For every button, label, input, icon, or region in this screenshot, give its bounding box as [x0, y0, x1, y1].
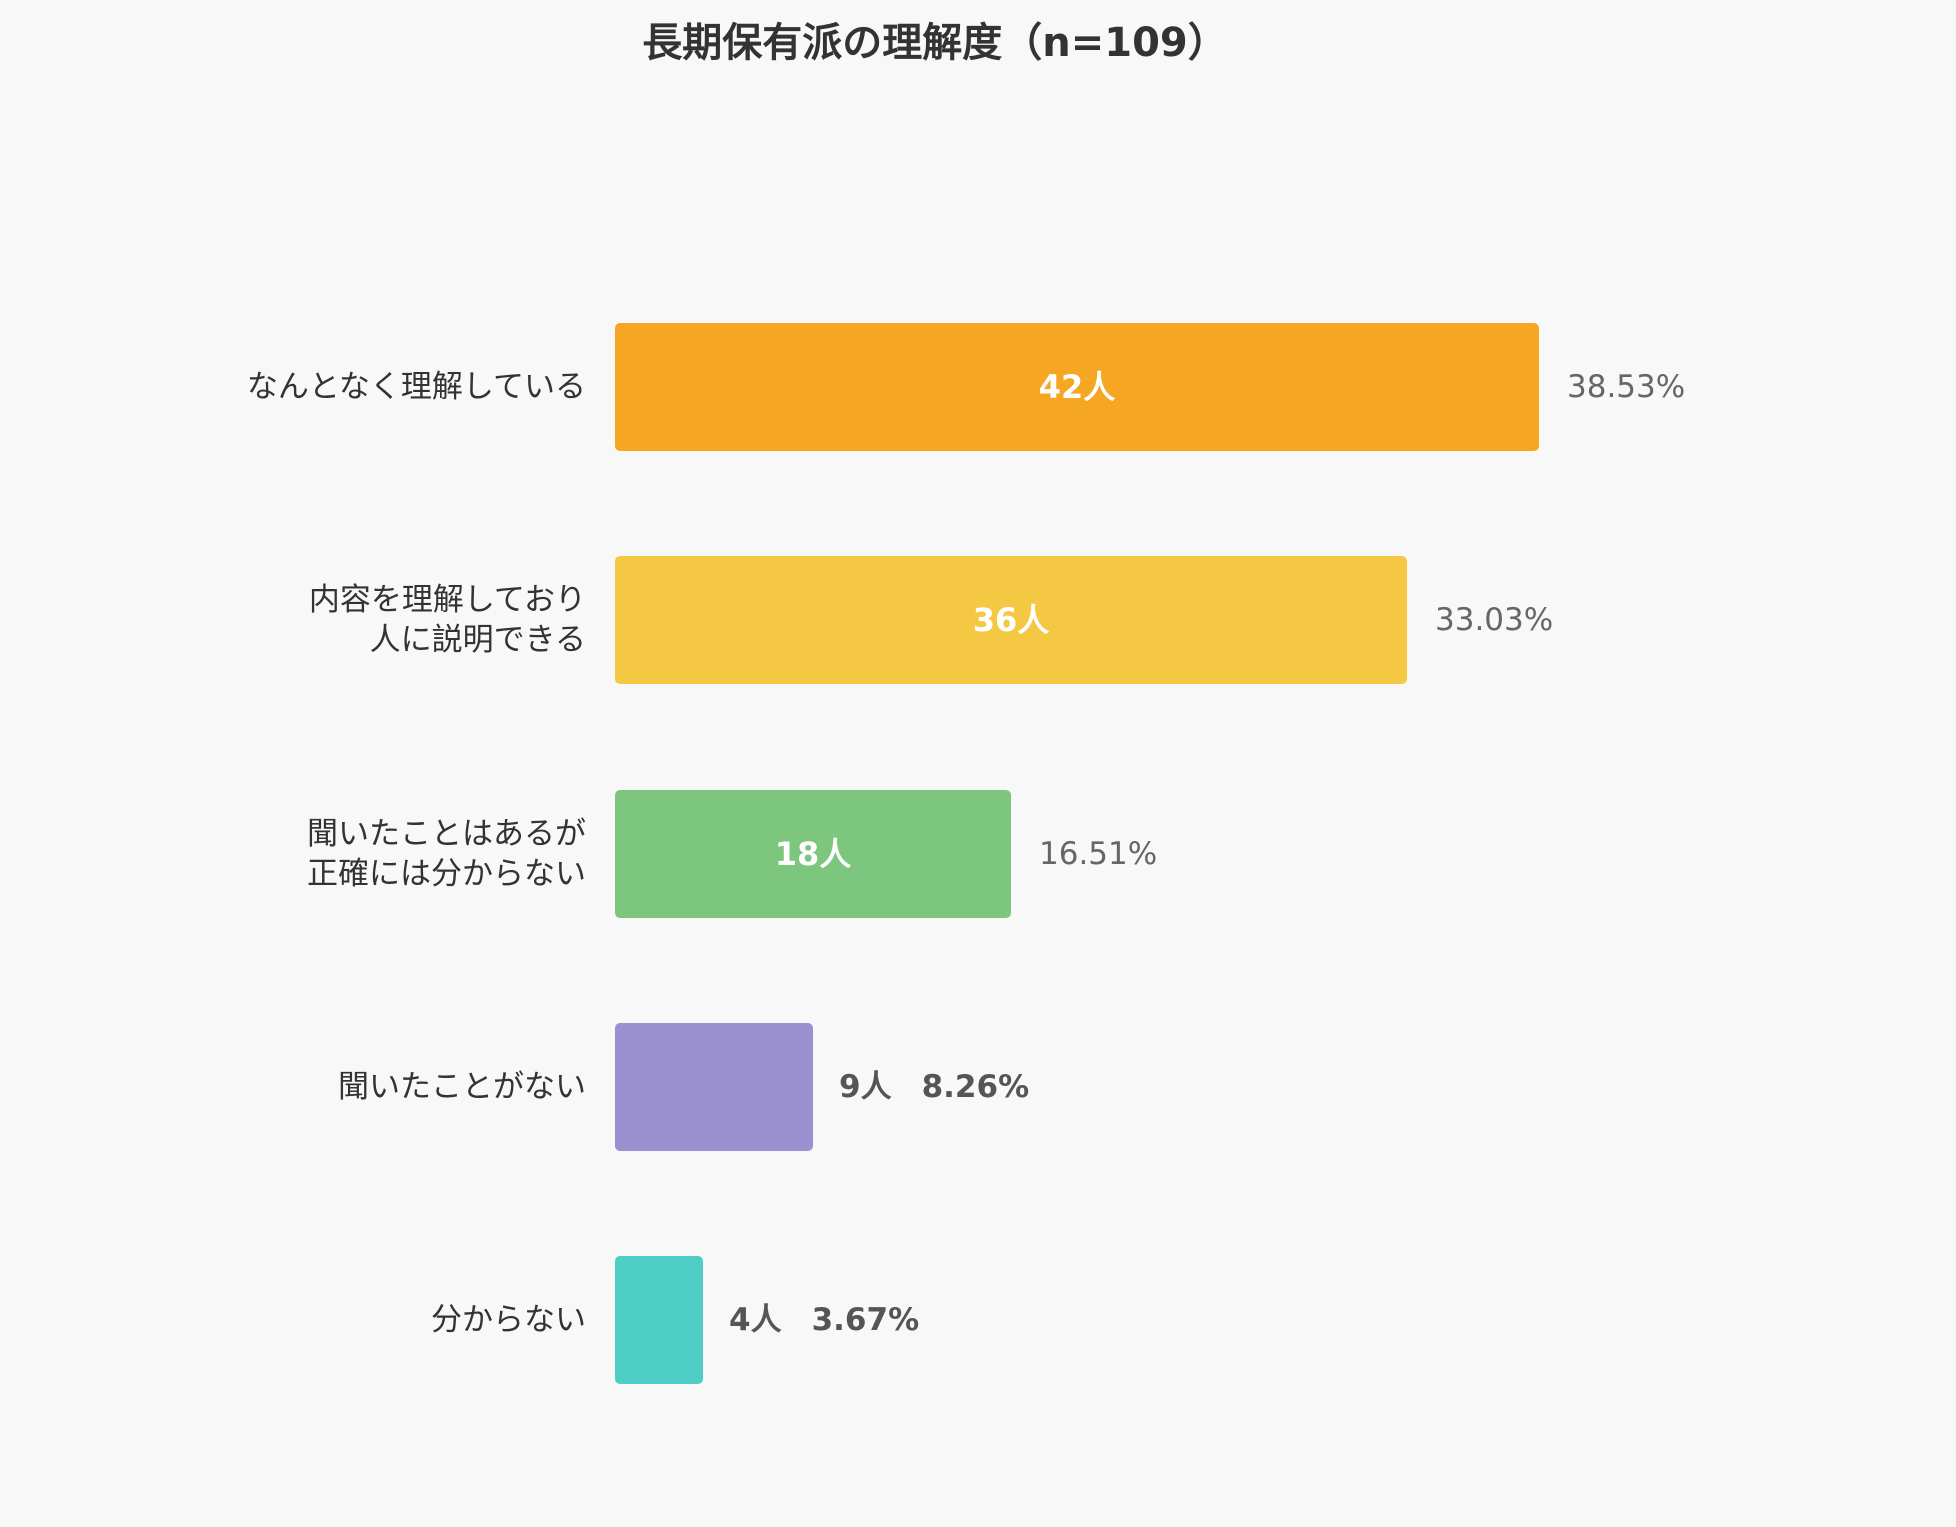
bar — [615, 789, 1011, 918]
value-label: 42人 — [1038, 368, 1116, 406]
percent-label: 33.03% — [1435, 602, 1554, 639]
outside-labels: 4人 3.67% — [729, 1256, 919, 1384]
category-label: 聞いたことはあるが 正確には分からない — [307, 815, 586, 892]
category-label: 分からない — [431, 1302, 586, 1339]
percent-label: 16.51% — [1039, 835, 1158, 872]
bar — [615, 556, 1407, 685]
bar — [615, 323, 1539, 451]
percent-label: 38.53% — [1567, 369, 1686, 405]
outside-labels: 9人 8.26% — [839, 1023, 1029, 1151]
value-label: 36人 — [972, 601, 1050, 640]
category-label: 内容を理解しており 人に説明できる — [308, 582, 586, 659]
value-label: 18人 — [774, 834, 852, 873]
category-label: なんとなく理解している — [246, 369, 586, 405]
value-label: 4人 — [729, 1302, 782, 1339]
percent-label: 8.26% — [921, 1068, 1030, 1105]
category-label: 聞いたことがない — [338, 1068, 586, 1105]
bar — [615, 1022, 813, 1151]
chart-title: 長期保有派の理解度（n=109） — [642, 20, 1228, 66]
bar — [615, 1256, 703, 1385]
percent-label: 3.67% — [811, 1302, 920, 1339]
value-label: 9人 — [839, 1068, 892, 1105]
